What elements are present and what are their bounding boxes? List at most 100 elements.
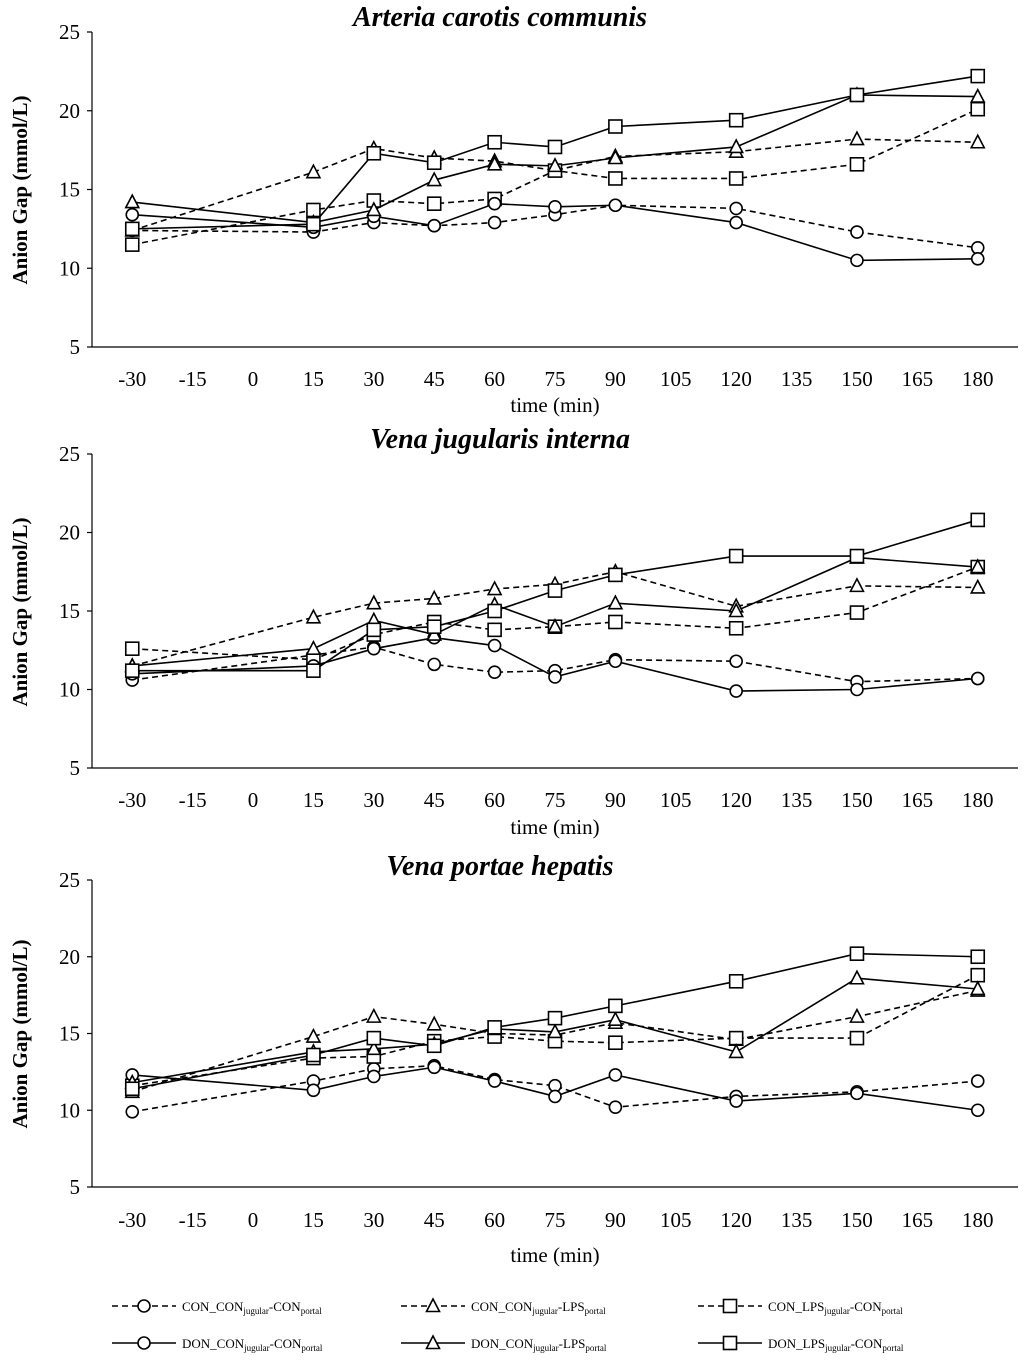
data-point	[426, 589, 443, 605]
x-tick-label: 105	[660, 367, 692, 391]
data-point	[426, 196, 442, 211]
y-tick-label: 5	[70, 335, 81, 359]
series-line	[132, 977, 978, 1084]
data-point	[970, 240, 985, 255]
data-point	[427, 218, 442, 233]
x-tick-label: 30	[363, 367, 384, 391]
y-tick-label: 10	[59, 678, 80, 702]
y-tick-label: 20	[59, 521, 80, 545]
x-tick-label: 15	[303, 1208, 324, 1232]
data-point	[970, 1074, 985, 1088]
series-DON_CON-LPS	[132, 977, 978, 1084]
x-tick-label: 165	[902, 1208, 934, 1232]
data-point	[367, 1069, 381, 1084]
data-point	[487, 638, 502, 653]
x-tick-label: -15	[179, 788, 207, 812]
data-point	[487, 603, 502, 619]
data-point	[970, 949, 986, 965]
legend-label: DON_CONjugular-CONportal	[182, 1336, 323, 1353]
series-line	[132, 519, 978, 672]
series-CON_CON-LPS	[132, 989, 978, 1093]
data-point	[306, 663, 321, 678]
y-tick-label: 5	[70, 756, 81, 780]
x-tick-label: 105	[660, 1208, 692, 1232]
data-point	[366, 1040, 382, 1056]
data-point	[849, 969, 865, 985]
x-tick-label: 135	[781, 1208, 813, 1232]
data-point	[608, 198, 623, 213]
y-tick-label: 5	[70, 1175, 81, 1199]
data-point	[124, 237, 140, 252]
series-DON_LPS-CON	[132, 519, 978, 672]
data-point	[728, 602, 744, 618]
data-point	[125, 207, 140, 222]
data-point	[366, 1007, 382, 1023]
data-point	[729, 215, 743, 230]
x-tick-label: 150	[841, 788, 873, 812]
series-CON_LPS-CON	[132, 108, 979, 246]
data-point	[728, 171, 744, 186]
data-point	[426, 1038, 442, 1054]
data-point	[547, 157, 563, 173]
series-DON_CON-CON	[132, 636, 978, 692]
data-point	[306, 216, 321, 232]
series-DON_LPS-CON	[132, 75, 978, 230]
data-point	[547, 1010, 563, 1026]
data-point	[608, 1035, 623, 1051]
data-point	[366, 594, 382, 610]
series-line	[132, 108, 979, 246]
series-line	[132, 556, 978, 667]
data-point	[849, 605, 865, 620]
data-point	[426, 1015, 443, 1031]
series-line	[132, 974, 979, 1087]
x-tick-label: 75	[545, 367, 566, 391]
x-tick-label: 165	[902, 367, 934, 391]
x-tick-label: 75	[545, 1208, 566, 1232]
data-point	[487, 196, 502, 211]
data-point	[426, 155, 442, 171]
data-point	[548, 1089, 562, 1104]
x-tick-label: 60	[484, 367, 505, 391]
data-point	[850, 1086, 864, 1101]
x-tick-label: 90	[605, 1208, 626, 1232]
x-tick-label: 150	[841, 367, 873, 391]
x-tick-label: 120	[720, 788, 752, 812]
series-line	[132, 138, 978, 232]
y-tick-label: 25	[59, 868, 80, 892]
series-line	[132, 989, 978, 1093]
x-tick-label: 180	[962, 788, 994, 812]
data-point	[305, 639, 322, 655]
x-tick-label: 0	[248, 1208, 259, 1232]
data-point	[487, 134, 502, 150]
data-point	[969, 980, 986, 996]
data-point	[548, 670, 562, 684]
y-axis-title: Anion Gap (mmol/L)	[8, 517, 32, 706]
series-line	[132, 1064, 978, 1113]
series-line	[132, 636, 978, 692]
series-line	[132, 204, 978, 249]
data-point	[969, 578, 986, 594]
data-point	[850, 253, 864, 268]
legend-item: DON_CONjugular-LPSportal	[401, 1334, 607, 1353]
series-CON_CON-CON	[132, 1064, 978, 1113]
data-point	[608, 998, 623, 1014]
series-CON_LPS-CON	[132, 566, 979, 661]
x-tick-label: 45	[424, 788, 445, 812]
x-tick-label: -30	[118, 1208, 146, 1232]
data-point	[124, 641, 140, 656]
x-tick-label: -15	[179, 367, 207, 391]
y-tick-label: 15	[59, 1022, 80, 1046]
y-tick-label: 10	[59, 256, 80, 280]
series-markers-DON_LPS-CON	[124, 512, 986, 678]
data-point	[608, 654, 623, 669]
series-markers-DON_CON-LPS	[124, 969, 986, 1089]
series-line	[132, 202, 978, 262]
series-line	[132, 570, 978, 667]
data-point	[366, 622, 382, 638]
x-tick-label: 75	[545, 788, 566, 812]
legend-marker	[425, 1297, 441, 1313]
data-point	[486, 580, 503, 596]
x-axis-title: time (min)	[510, 393, 599, 417]
chart-panel-3: Vena portae hepatis 5 10 15 20 25 -30 -15 0 15 30 4…	[8, 851, 1018, 1267]
legend-marker	[425, 1334, 441, 1350]
